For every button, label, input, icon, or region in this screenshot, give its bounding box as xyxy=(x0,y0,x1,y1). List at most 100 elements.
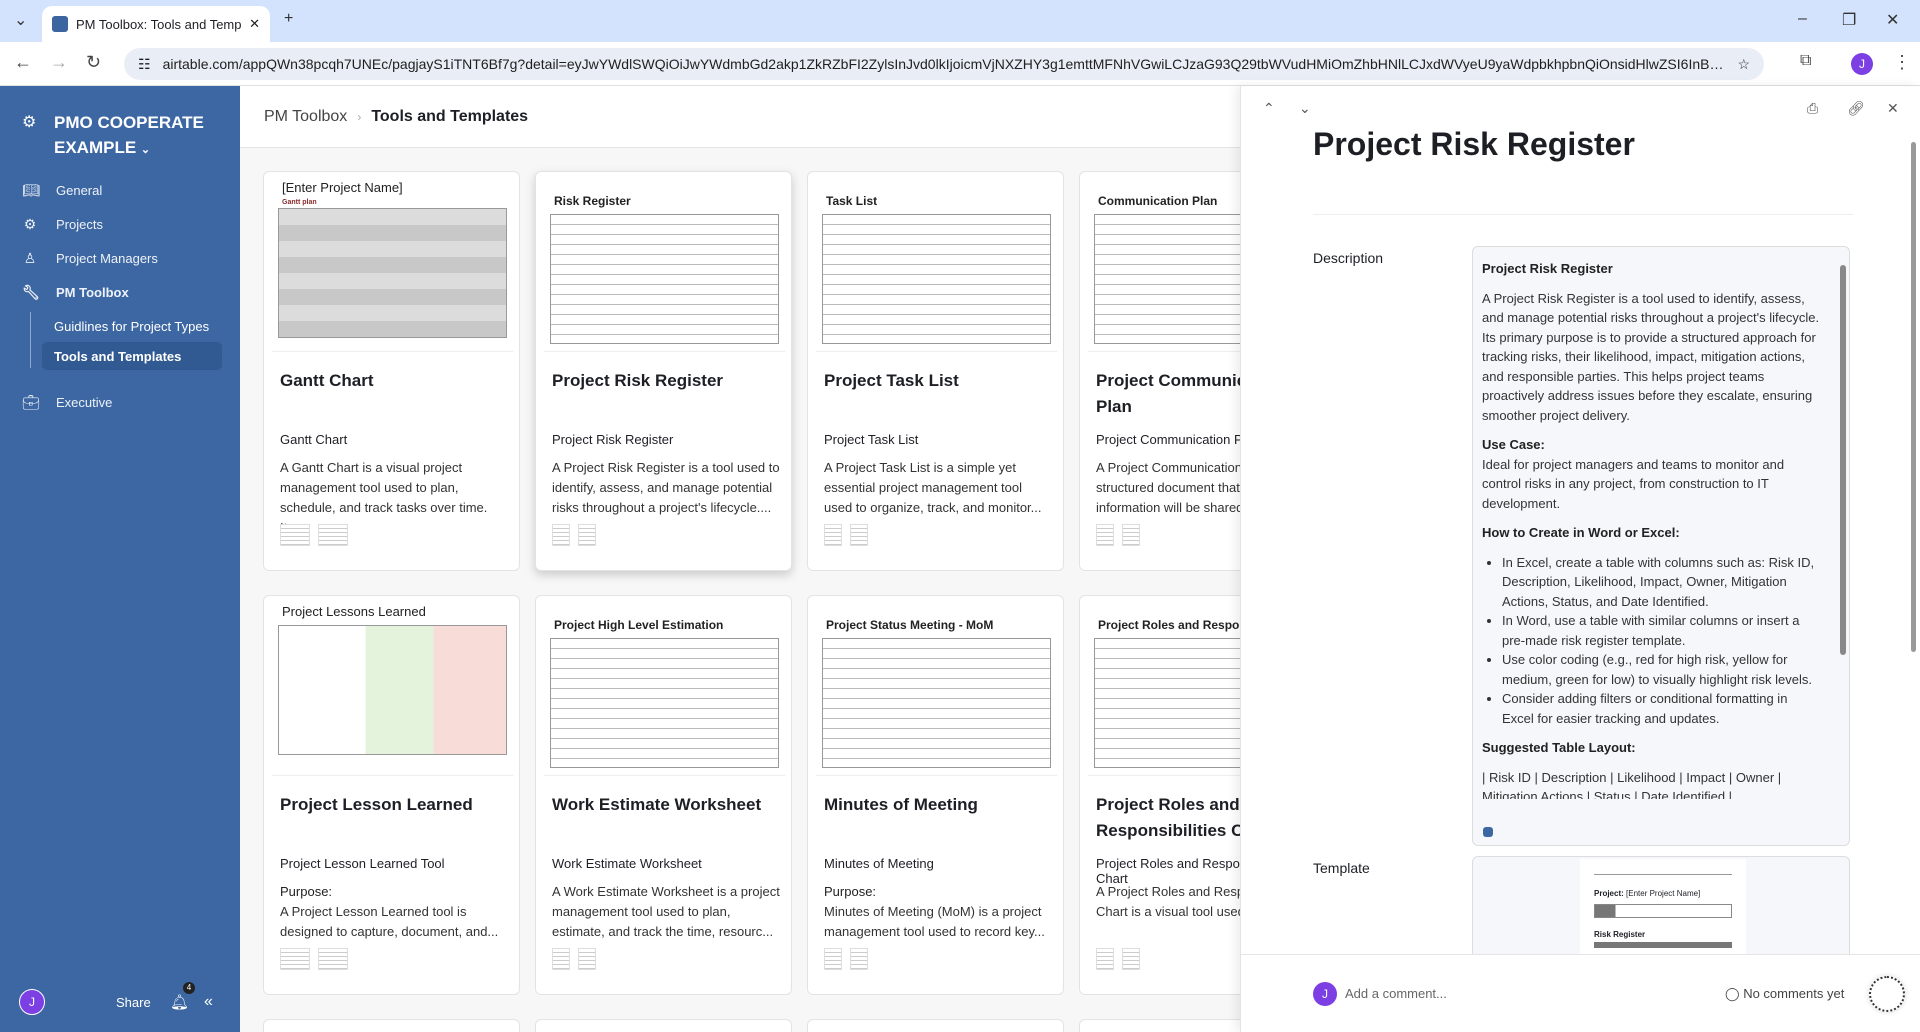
card-description: Purpose: Minutes of Meeting (MoM) is a pr… xyxy=(824,882,1052,942)
card-preview-image: Project Status Meeting - MoM xyxy=(816,598,1057,776)
template-card[interactable]: Communication Plan Project Communication… xyxy=(1079,171,1240,571)
preview-heading: Risk Register xyxy=(554,194,631,208)
sidebar-item-pm-toolbox[interactable]: 🔧︎ PM Toolbox xyxy=(22,284,129,301)
card-subtitle: Work Estimate Worksheet xyxy=(552,856,702,871)
description-label: Description xyxy=(1313,250,1384,266)
panel-scrollbar[interactable] xyxy=(1911,142,1916,652)
template-card[interactable] xyxy=(807,1019,1064,1032)
card-subtitle: Project Risk Register xyxy=(552,432,674,447)
card-subtitle: Project Lesson Learned Tool xyxy=(280,856,445,871)
book-icon: 📖︎ xyxy=(22,182,40,198)
card-description: A Project Risk Register is a tool used t… xyxy=(552,458,780,518)
template-card[interactable]: Project Roles and Responsibilities Proje… xyxy=(1079,595,1240,995)
share-button[interactable]: Share xyxy=(116,994,151,1010)
sidebar-subitem-guidelines[interactable]: Guidlines for Project Types xyxy=(42,312,222,340)
sidebar-subitem-tools-and-templates[interactable]: Tools and Templates xyxy=(42,342,222,370)
template-card[interactable]: Project Lessons Learned Project Lesson L… xyxy=(263,595,520,995)
print-icon[interactable]: ⎙ xyxy=(1807,100,1819,116)
reload-icon[interactable]: ↻ xyxy=(86,52,102,72)
card-description: Purpose: A Project Lesson Learned tool is… xyxy=(280,882,508,942)
template-card[interactable] xyxy=(535,1019,792,1032)
new-tab-icon[interactable]: + xyxy=(284,10,294,27)
attachment-thumbnail[interactable] xyxy=(1122,948,1140,970)
attachment-thumbnail[interactable] xyxy=(280,524,310,546)
template-card[interactable]: Project Status Meeting - MoM Minutes of … xyxy=(807,595,1064,995)
attachment-thumbnail[interactable] xyxy=(1096,948,1114,970)
template-card[interactable]: Project High Level Estimation Work Estim… xyxy=(535,595,792,995)
list-item: Consider adding filters or conditional f… xyxy=(1502,689,1822,728)
sidebar-item-general[interactable]: 📖︎ General xyxy=(22,182,102,199)
page-title: Tools and Templates xyxy=(371,107,529,125)
card-subtitle: Project Communication Plan xyxy=(1096,432,1240,447)
attachment-thumbnail[interactable] xyxy=(318,948,348,970)
close-tab-icon[interactable]: ✕ xyxy=(249,16,260,31)
attachment-thumbnail[interactable] xyxy=(552,524,570,546)
close-icon[interactable]: ✕ xyxy=(1887,100,1899,116)
record-title: Project Risk Register xyxy=(1313,126,1635,162)
expand-field-icon[interactable] xyxy=(1483,827,1493,837)
card-description: A Project Task List is a simple yet esse… xyxy=(824,458,1052,518)
tab-list-chevron-icon[interactable]: ⌄ xyxy=(14,12,28,29)
preview-heading: Task List xyxy=(826,194,878,208)
card-attachments xyxy=(280,948,348,970)
template-card[interactable]: Risk Register Project Risk Register Proj… xyxy=(535,171,792,571)
attachment-thumbnail[interactable] xyxy=(552,948,570,970)
comment-input[interactable]: Add a comment... xyxy=(1345,986,1447,1001)
breadcrumb: PM Toolbox › Tools and Templates xyxy=(240,86,1240,148)
site-info-icon[interactable]: ☷ xyxy=(138,55,151,72)
card-subtitle: Project Roles and Responsibilities Chart xyxy=(1096,856,1240,886)
attachment-thumbnail[interactable] xyxy=(578,524,596,546)
template-card[interactable] xyxy=(263,1019,520,1032)
tpl-project-name: [Enter Project Name] xyxy=(1626,889,1701,898)
layout-text: | Risk ID | Description | Likelihood | I… xyxy=(1482,769,1782,800)
workspace-switcher[interactable]: PMO COOPERATE EXAMPLE ⌄ xyxy=(54,110,234,163)
preview-table xyxy=(822,214,1051,344)
previous-record-icon[interactable]: ⌃ xyxy=(1263,100,1275,116)
sidebar-item-project-managers[interactable]: ♙ Project Managers xyxy=(22,250,158,267)
minimize-icon[interactable]: – xyxy=(1798,10,1807,27)
user-avatar[interactable]: J xyxy=(19,989,45,1015)
attachment-thumbnail[interactable] xyxy=(824,524,842,546)
attachment-thumbnail[interactable] xyxy=(1096,524,1114,546)
record-detail-panel: ⌃ ⌄ ⎙ 🔗︎ ✕ Project Risk Register Descrip… xyxy=(1240,86,1920,1032)
template-card[interactable]: [Enter Project Name] Gantt plan Gantt Ch… xyxy=(263,171,520,571)
close-window-icon[interactable]: ✕ xyxy=(1886,12,1900,29)
card-subtitle: Gantt Chart xyxy=(280,432,348,447)
profile-avatar[interactable]: J xyxy=(1851,53,1873,75)
card-title: Project Lesson Learned xyxy=(280,795,473,814)
card-preview-image: Project Lessons Learned xyxy=(272,598,513,776)
bell-icon[interactable]: 🔔︎ xyxy=(170,994,190,1011)
browser-tab[interactable]: PM Toolbox: Tools and Templat ✕ xyxy=(42,6,270,42)
sidebar-item-projects[interactable]: ⚙ Projects xyxy=(22,216,103,233)
description-field[interactable]: Project Risk Register A Project Risk Reg… xyxy=(1472,246,1850,846)
bookmark-star-icon[interactable]: ☆ xyxy=(1737,55,1750,72)
collapse-sidebar-icon[interactable]: « xyxy=(204,993,213,1010)
attachment-thumbnail[interactable] xyxy=(578,948,596,970)
workspace-gear-icon: ⚙ xyxy=(22,114,37,131)
attachment-thumbnail[interactable] xyxy=(280,948,310,970)
preview-table xyxy=(822,638,1051,768)
restore-icon[interactable]: ❐ xyxy=(1842,12,1857,29)
template-card[interactable] xyxy=(1079,1019,1240,1032)
next-record-icon[interactable]: ⌄ xyxy=(1299,100,1311,116)
card-description-text: A Project Task List is a simple yet esse… xyxy=(824,460,1042,515)
forward-icon[interactable]: → xyxy=(50,52,68,72)
back-icon[interactable]: ← xyxy=(14,52,32,72)
description-scrollbar[interactable] xyxy=(1840,265,1846,655)
attachment-thumbnail[interactable] xyxy=(318,524,348,546)
sidebar-item-executive[interactable]: 💼︎ Executive xyxy=(22,394,112,411)
browser-menu-icon[interactable]: ⋮ xyxy=(1893,52,1911,72)
tpl-project: Project: xyxy=(1594,889,1624,898)
attachment-thumbnail[interactable] xyxy=(824,948,842,970)
attachment-thumbnail[interactable] xyxy=(850,524,868,546)
template-card[interactable]: Task List Project Task List Project Task… xyxy=(807,171,1064,571)
divider xyxy=(1313,214,1853,215)
attachment-thumbnail[interactable] xyxy=(1122,524,1140,546)
card-attachments xyxy=(552,524,596,546)
copy-link-icon[interactable]: 🔗︎ xyxy=(1847,100,1865,116)
address-bar[interactable]: ☷ airtable.com/appQWn38pcqh7UNEc/pagjayS… xyxy=(124,48,1764,80)
breadcrumb-parent[interactable]: PM Toolbox xyxy=(264,107,348,125)
attachment-thumbnail[interactable] xyxy=(850,948,868,970)
card-preview-image: Task List xyxy=(816,174,1057,352)
extensions-icon[interactable]: ⧉ xyxy=(1800,52,1812,69)
